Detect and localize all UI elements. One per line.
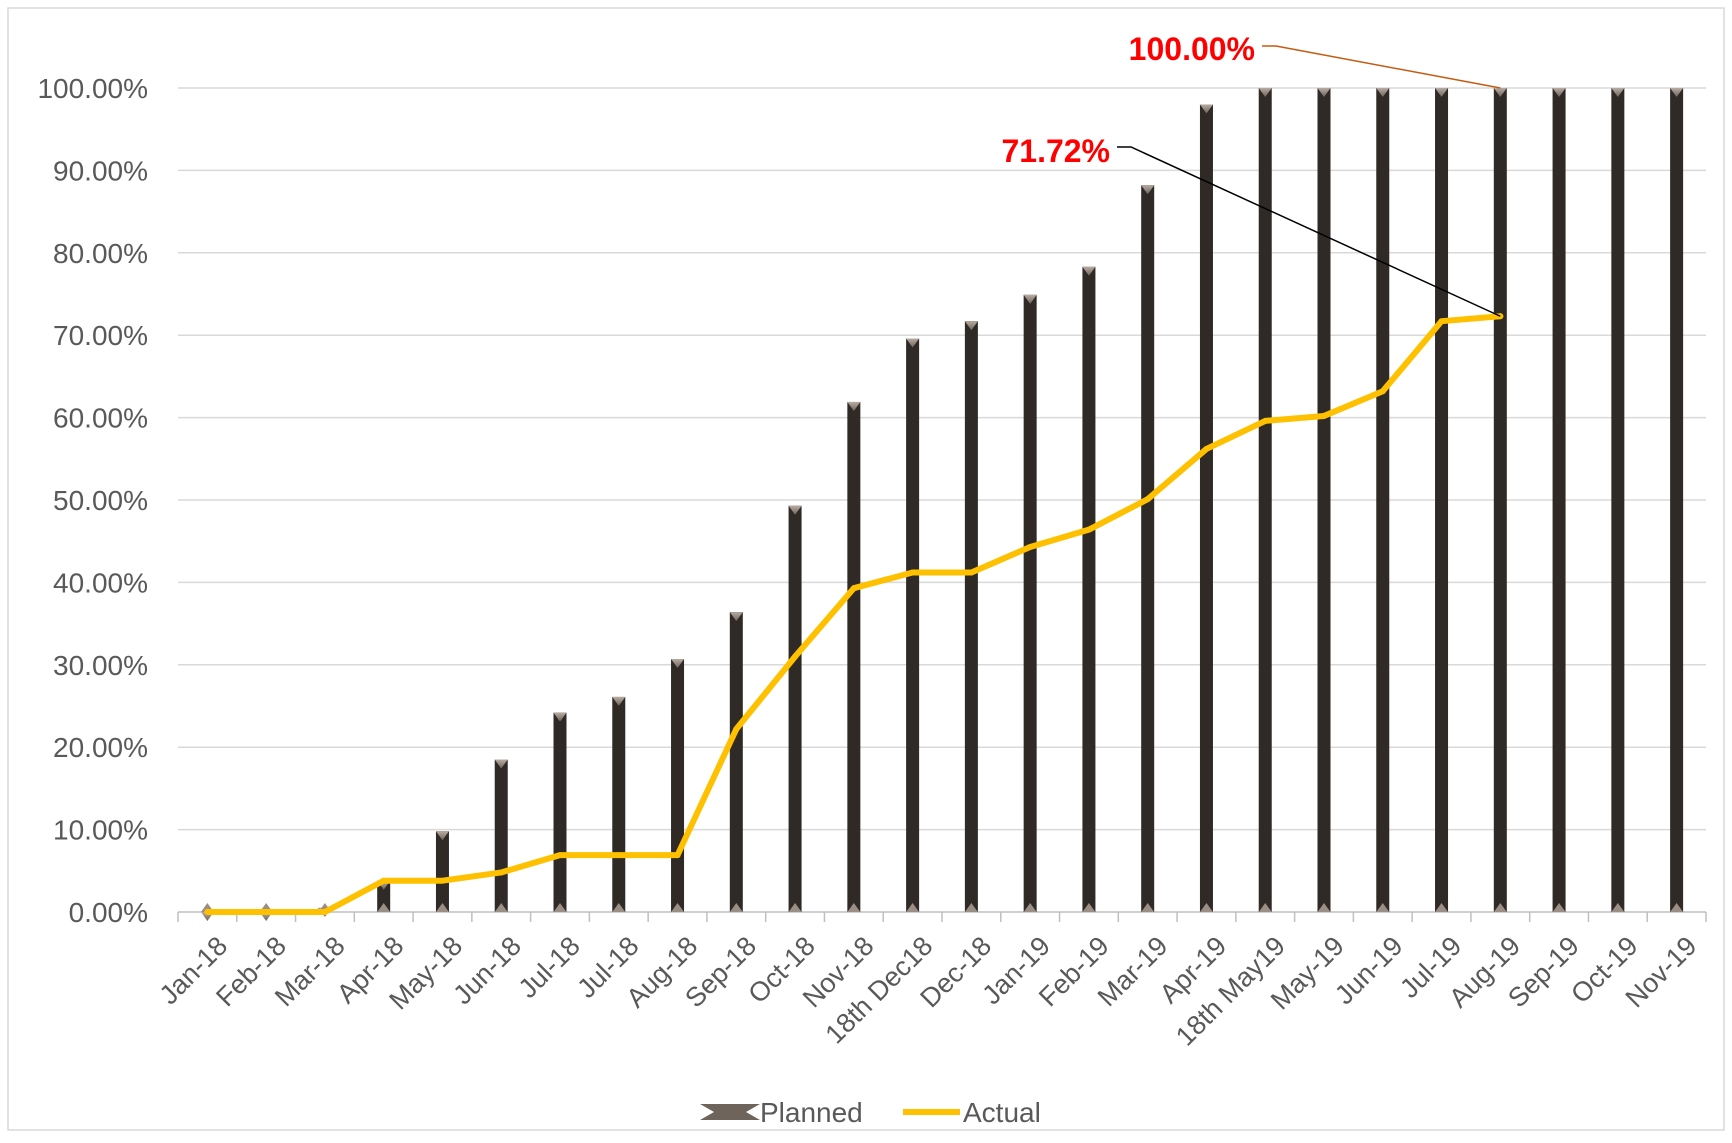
planned-bar: [671, 659, 685, 912]
actual-point: [263, 909, 270, 915]
actual-point: [498, 869, 505, 876]
actual-point: [674, 852, 681, 859]
actual-point: [968, 569, 975, 576]
annotation-leader-line: [1117, 146, 1501, 317]
actual-point: [204, 909, 211, 915]
planned-bar: [1317, 88, 1331, 912]
planned-bar: [435, 831, 449, 912]
actual-point: [909, 569, 916, 576]
annotation-label: 100.00%: [1129, 31, 1255, 67]
actual-point: [1379, 388, 1386, 395]
actual-point: [1085, 526, 1092, 533]
planned-bar: [1552, 88, 1566, 912]
planned-bar: [906, 338, 920, 913]
y-tick-label: 20.00%: [53, 732, 148, 763]
planned-bar: [1670, 88, 1684, 912]
legend-label-actual: Actual: [963, 1097, 1041, 1128]
y-tick-label: 0.00%: [69, 897, 148, 928]
actual-point: [1203, 445, 1210, 452]
actual-point: [380, 877, 387, 884]
y-tick-label: 10.00%: [53, 815, 148, 846]
planned-bar: [553, 712, 567, 912]
planned-bar: [788, 505, 802, 912]
legend-item-actual: Actual: [903, 1097, 1041, 1128]
planned-bar: [1376, 88, 1390, 912]
planned-bar: [1141, 185, 1155, 912]
y-tick-label: 30.00%: [53, 650, 148, 681]
planned-bar: [1082, 266, 1096, 913]
legend-swatch-planned: [700, 1104, 760, 1120]
legend-item-planned: Planned: [700, 1097, 863, 1128]
planned-bar: [1023, 294, 1037, 913]
planned-bar: [964, 321, 978, 912]
y-tick-label: 80.00%: [53, 238, 148, 269]
actual-point: [850, 585, 857, 592]
planned-bar: [494, 759, 508, 912]
annotation-leader-line: [1262, 45, 1501, 89]
actual-point: [321, 909, 328, 915]
actual-point: [1027, 543, 1034, 550]
y-tick-label: 60.00%: [53, 403, 148, 434]
actual-point: [792, 653, 799, 660]
planned-bar: [729, 612, 743, 912]
planned-bar: [1611, 88, 1625, 912]
actual-point: [1262, 417, 1269, 424]
planned-bar: [1435, 88, 1449, 912]
legend-label-planned: Planned: [760, 1097, 863, 1128]
y-tick-label: 90.00%: [53, 155, 148, 186]
y-tick-label: 70.00%: [53, 320, 148, 351]
planned-bar: [1493, 88, 1507, 912]
planned-bar: [612, 696, 626, 912]
y-tick-label: 50.00%: [53, 485, 148, 516]
planned-bar: [847, 401, 861, 912]
actual-point: [1144, 496, 1151, 503]
planned-bar: [1258, 88, 1272, 912]
planned-bar: [1199, 104, 1213, 913]
y-tick-label: 100.00%: [37, 73, 148, 104]
actual-point: [615, 852, 622, 859]
actual-point: [733, 726, 740, 733]
y-tick-label: 40.00%: [53, 567, 148, 598]
actual-point: [439, 877, 446, 884]
annotation-label: 71.72%: [1001, 133, 1110, 169]
actual-point: [1438, 318, 1445, 325]
actual-point: [557, 852, 563, 859]
actual-point: [1321, 412, 1327, 419]
